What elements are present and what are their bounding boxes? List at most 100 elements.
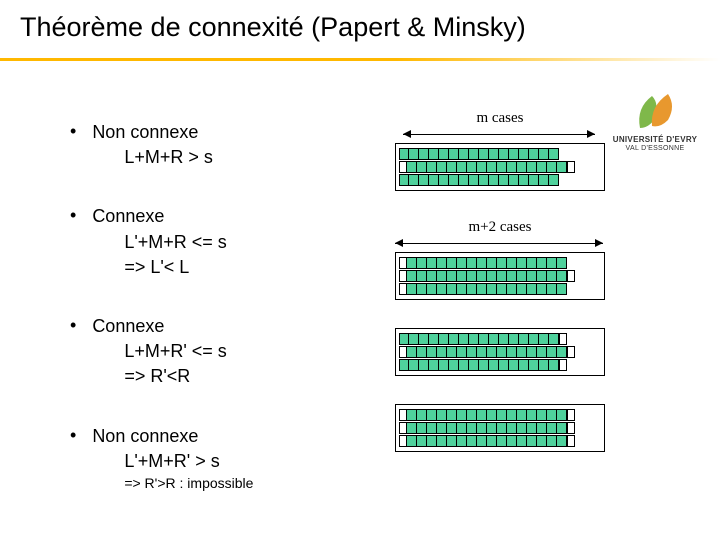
item-head: Non connexe	[92, 424, 253, 449]
bullet-dot: •	[70, 206, 76, 224]
green-cell	[427, 435, 437, 447]
green-cell	[477, 257, 487, 269]
logo-line2: VAL D'ESSONNE	[610, 145, 700, 153]
green-cell	[549, 174, 559, 186]
green-cell	[547, 283, 557, 295]
item-implication: => L'< L	[124, 255, 227, 280]
logo-text: UNIVERSITÉ D'EVRY VAL D'ESSONNE	[610, 136, 700, 152]
diagram: m+2 cases	[395, 219, 605, 300]
diagram-row	[399, 174, 601, 186]
green-cell	[519, 148, 529, 160]
green-cell	[427, 283, 437, 295]
item-text: Non connexeL+M+R > s	[92, 120, 213, 170]
green-cell	[419, 148, 429, 160]
green-cell	[557, 422, 567, 434]
green-cell	[399, 174, 409, 186]
green-cell	[497, 270, 507, 282]
green-cell	[447, 257, 457, 269]
diagram-box	[395, 143, 605, 191]
green-cell	[497, 346, 507, 358]
green-cell	[449, 148, 459, 160]
green-cell	[467, 161, 477, 173]
green-cell	[459, 359, 469, 371]
green-cell	[557, 270, 567, 282]
diagram-row	[399, 346, 601, 358]
dimension-arrow	[395, 238, 605, 250]
green-cell	[407, 257, 417, 269]
green-cell	[487, 283, 497, 295]
green-cell	[409, 174, 419, 186]
green-cell	[407, 435, 417, 447]
green-cell	[417, 161, 427, 173]
white-block	[559, 359, 567, 371]
green-cell	[557, 409, 567, 421]
green-cell	[477, 435, 487, 447]
green-cell	[537, 422, 547, 434]
green-cell	[399, 359, 409, 371]
green-cell	[407, 270, 417, 282]
green-cell	[467, 270, 477, 282]
green-cell	[439, 174, 449, 186]
green-cell	[477, 422, 487, 434]
diagram-row	[399, 422, 601, 434]
green-cell	[459, 333, 469, 345]
green-cell	[467, 409, 477, 421]
green-cell	[457, 422, 467, 434]
green-cell	[447, 409, 457, 421]
bullet-dot: •	[70, 316, 76, 334]
green-cell	[557, 161, 567, 173]
green-cell	[517, 257, 527, 269]
green-cell	[557, 346, 567, 358]
green-cell	[437, 161, 447, 173]
green-cell	[487, 161, 497, 173]
diagram	[395, 328, 605, 376]
green-cell	[407, 409, 417, 421]
green-cell	[517, 435, 527, 447]
diagram	[395, 404, 605, 452]
green-cell	[477, 346, 487, 358]
green-cell	[489, 359, 499, 371]
green-cell	[457, 435, 467, 447]
green-cell	[439, 333, 449, 345]
green-cell	[529, 148, 539, 160]
logo-line1: UNIVERSITÉ D'EVRY	[610, 136, 700, 145]
green-cell	[429, 333, 439, 345]
green-cell	[537, 257, 547, 269]
item-implication: => R'>R : impossible	[124, 474, 253, 494]
green-cell	[479, 333, 489, 345]
green-cell	[497, 161, 507, 173]
green-cell	[487, 435, 497, 447]
green-cell	[467, 283, 477, 295]
green-cell	[517, 409, 527, 421]
diagram-box	[395, 328, 605, 376]
green-cell	[517, 346, 527, 358]
white-block	[399, 257, 407, 269]
green-cell	[419, 174, 429, 186]
green-cell	[497, 435, 507, 447]
green-cell	[487, 422, 497, 434]
green-cell	[537, 435, 547, 447]
green-cell	[547, 270, 557, 282]
green-cell	[467, 346, 477, 358]
green-cell	[517, 283, 527, 295]
green-cell	[437, 409, 447, 421]
green-cell	[487, 270, 497, 282]
green-cell	[507, 283, 517, 295]
green-cell	[497, 422, 507, 434]
green-cell	[447, 435, 457, 447]
green-cell	[529, 359, 539, 371]
white-block	[567, 409, 575, 421]
green-cell	[499, 359, 509, 371]
diagram-label: m cases	[395, 110, 605, 127]
green-cell	[469, 174, 479, 186]
green-cell	[467, 257, 477, 269]
white-block	[567, 435, 575, 447]
green-cell	[549, 359, 559, 371]
green-cell	[487, 409, 497, 421]
green-cell	[427, 346, 437, 358]
green-cell	[427, 161, 437, 173]
green-cell	[497, 283, 507, 295]
green-cell	[507, 409, 517, 421]
slide-title: Théorème de connexité (Papert & Minsky)	[20, 12, 526, 43]
diagram: m cases	[395, 110, 605, 191]
